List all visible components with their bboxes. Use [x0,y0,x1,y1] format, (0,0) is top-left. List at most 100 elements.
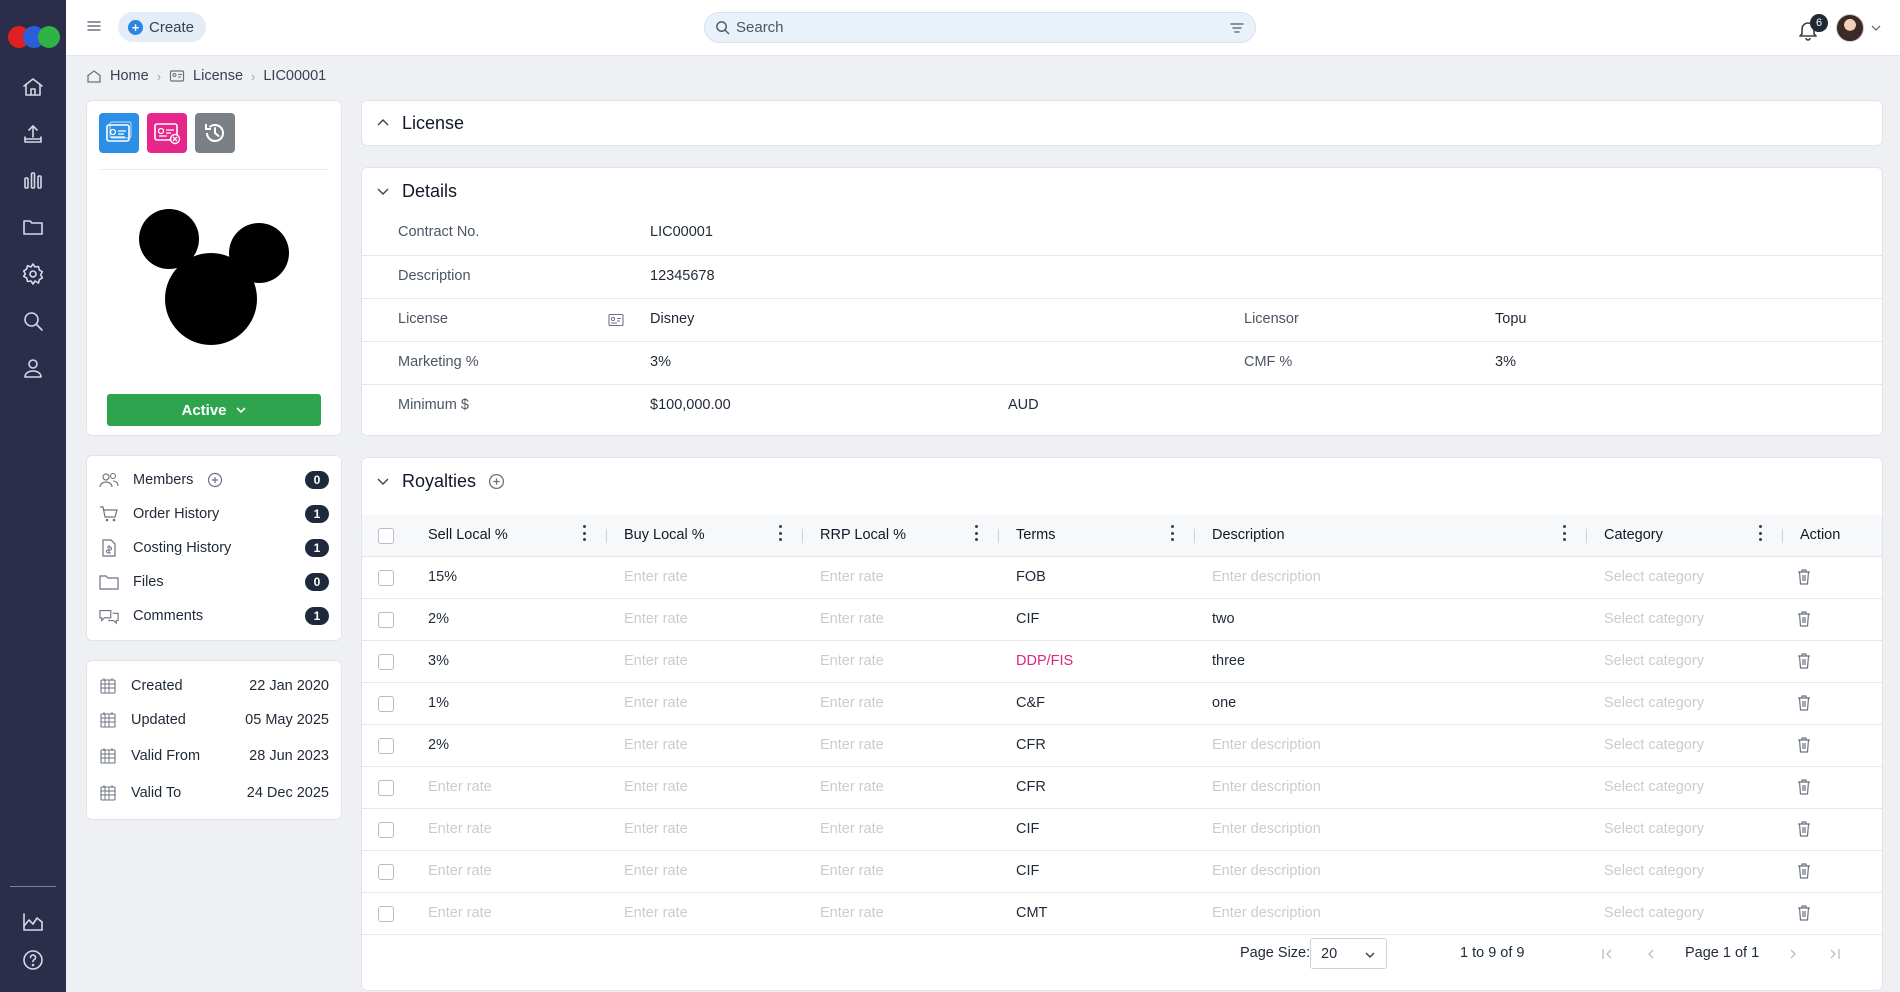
rrp-local-cell[interactable]: Enter rate [820,737,884,753]
table-row[interactable]: 3% Enter rate Enter rate DDP/FIS three Select… [362,641,1882,683]
buy-local-cell[interactable]: Enter rate [624,905,688,921]
table-row[interactable]: Enter rate Enter rate Enter rate CIF Enter d… [362,851,1882,893]
chevron-down-icon[interactable] [376,184,390,198]
rrp-local-cell[interactable]: Enter rate [820,653,884,669]
chevron-down-icon[interactable] [376,474,390,488]
description-cell[interactable]: Enter description [1212,863,1321,879]
rrp-local-cell[interactable]: Enter rate [820,695,884,711]
delete-icon[interactable] [1796,736,1812,754]
add-member-icon[interactable] [207,472,223,488]
col-rrp-local[interactable]: RRP Local % [820,527,906,543]
buy-local-cell[interactable]: Enter rate [624,695,688,711]
home-icon[interactable] [19,73,47,101]
delete-icon[interactable] [1796,820,1812,838]
column-resizer[interactable] [802,529,803,543]
category-cell[interactable]: Select category [1604,779,1704,795]
rrp-local-cell[interactable]: Enter rate [820,863,884,879]
create-button[interactable]: + Create [118,12,207,42]
last-page-icon[interactable] [1828,947,1842,961]
buy-local-cell[interactable]: Enter rate [624,779,688,795]
delete-icon[interactable] [1796,778,1812,796]
description-cell[interactable]: Enter description [1212,821,1321,837]
buy-local-cell[interactable]: Enter rate [624,653,688,669]
description-cell[interactable]: two [1212,611,1235,627]
terms-cell[interactable]: CIF [1016,863,1040,879]
column-resizer[interactable] [606,529,607,543]
row-checkbox[interactable] [378,780,394,796]
id-card-icon[interactable] [608,313,624,327]
files-link[interactable]: Files 0 [99,568,329,596]
members-link[interactable]: Members 0 [99,466,329,494]
row-checkbox[interactable] [378,906,394,922]
sell-local-cell[interactable]: Enter rate [428,905,492,921]
table-row[interactable]: 2% Enter rate Enter rate CIF two Select categ… [362,599,1882,641]
rrp-local-cell[interactable]: Enter rate [820,905,884,921]
history-icon[interactable] [195,113,235,153]
previous-page-icon[interactable] [1644,947,1658,961]
license-section-header[interactable]: License [376,101,464,145]
table-row[interactable]: 1% Enter rate Enter rate C&F one Select categ… [362,683,1882,725]
chevron-up-icon[interactable] [376,116,390,130]
row-checkbox[interactable] [378,864,394,880]
license-cancel-icon[interactable] [147,113,187,153]
column-resizer[interactable] [1782,529,1783,543]
description-cell[interactable]: one [1212,695,1237,711]
rrp-local-cell[interactable]: Enter rate [820,821,884,837]
row-checkbox[interactable] [378,822,394,838]
breadcrumb-license[interactable]: License [193,68,244,84]
delete-icon[interactable] [1796,568,1812,586]
terms-cell[interactable]: CIF [1016,611,1040,627]
terms-cell[interactable]: CFR [1016,779,1046,795]
table-row[interactable]: Enter rate Enter rate Enter rate CFR Enter d… [362,767,1882,809]
buy-local-cell[interactable]: Enter rate [624,611,688,627]
terms-cell[interactable]: CIF [1016,821,1040,837]
category-cell[interactable]: Select category [1604,569,1704,585]
folder-icon[interactable] [19,213,47,241]
row-checkbox[interactable] [378,696,394,712]
col-sell-local[interactable]: Sell Local % [428,527,508,543]
details-section-header[interactable]: Details [376,168,457,214]
app-logo[interactable] [8,26,60,48]
user-icon[interactable] [19,354,47,382]
terms-cell[interactable]: DDP/FIS [1016,653,1074,669]
column-resizer[interactable] [998,529,999,543]
table-row[interactable]: Enter rate Enter rate Enter rate CIF Enter d… [362,809,1882,851]
description-cell[interactable]: three [1212,653,1246,669]
select-all-checkbox[interactable] [378,528,394,544]
user-avatar[interactable] [1836,14,1864,42]
row-checkbox[interactable] [378,612,394,628]
column-menu-icon[interactable] [778,525,782,541]
royalties-section-header[interactable]: Royalties [376,458,505,504]
sell-local-cell[interactable]: 2% [428,611,449,627]
upload-icon[interactable] [19,120,47,148]
search-icon[interactable] [19,307,47,335]
delete-icon[interactable] [1796,862,1812,880]
rrp-local-cell[interactable]: Enter rate [820,779,884,795]
description-cell[interactable]: Enter description [1212,737,1321,753]
col-buy-local[interactable]: Buy Local % [624,527,705,543]
sell-local-cell[interactable]: 15% [428,569,458,585]
buy-local-cell[interactable]: Enter rate [624,737,688,753]
row-checkbox[interactable] [378,738,394,754]
breadcrumb-home[interactable]: Home [110,68,149,84]
filter-icon[interactable] [1229,20,1245,36]
rrp-local-cell[interactable]: Enter rate [820,569,884,585]
comments-link[interactable]: Comments 1 [99,602,329,630]
category-cell[interactable]: Select category [1604,905,1704,921]
description-cell[interactable]: Enter description [1212,779,1321,795]
sell-local-cell[interactable]: 1% [428,695,449,711]
terms-cell[interactable]: C&F [1016,695,1045,711]
col-terms[interactable]: Terms [1016,527,1056,543]
row-checkbox[interactable] [378,570,394,586]
costing-history-link[interactable]: Costing History 1 [99,534,329,562]
category-cell[interactable]: Select category [1604,737,1704,753]
table-row[interactable]: 2% Enter rate Enter rate CFR Enter descripti… [362,725,1882,767]
first-page-icon[interactable] [1600,947,1614,961]
menu-icon[interactable] [86,18,102,34]
page-size-select[interactable]: 20 [1310,938,1387,969]
col-description[interactable]: Description [1212,527,1285,543]
category-cell[interactable]: Select category [1604,653,1704,669]
delete-icon[interactable] [1796,652,1812,670]
license-card-icon[interactable] [99,113,139,153]
description-cell[interactable]: Enter description [1212,905,1321,921]
